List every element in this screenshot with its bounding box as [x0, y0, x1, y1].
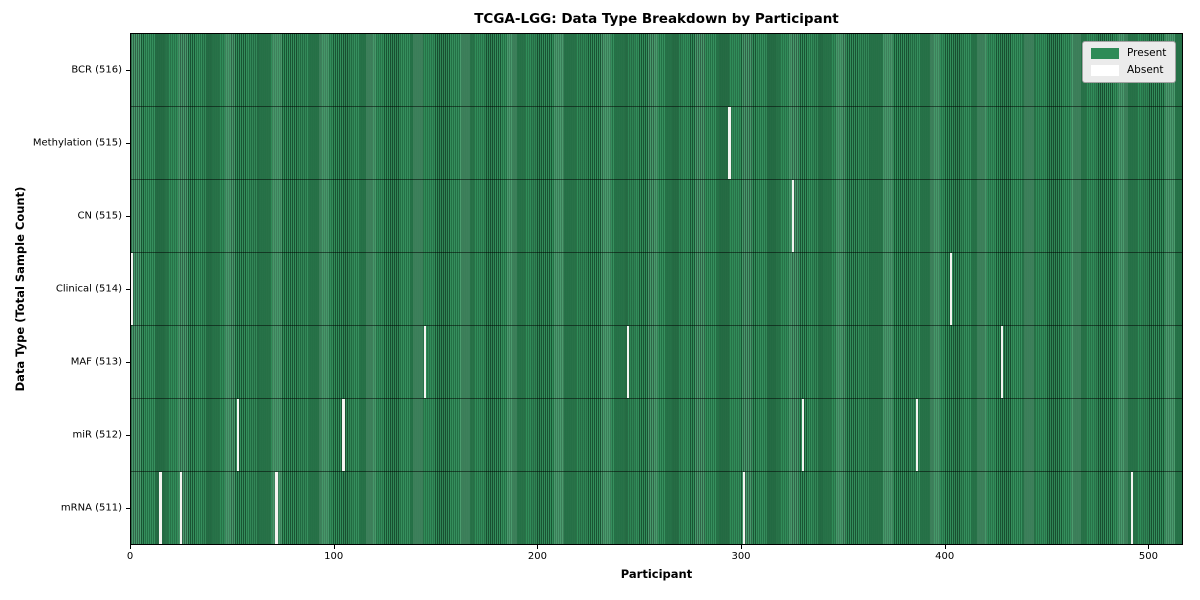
heatmap-row-Clinical [131, 252, 1182, 325]
absent-gap [742, 472, 746, 544]
absent-gap [159, 472, 162, 544]
absent-gap [1000, 326, 1004, 398]
x-tick-mark [741, 545, 742, 549]
y-tick-mark [126, 289, 130, 290]
absent-gap [791, 180, 794, 252]
heatmap-row-MAF [131, 325, 1182, 398]
heatmap-row-miR [131, 398, 1182, 471]
heatmap-row-Methylation [131, 106, 1182, 179]
absent-gap [728, 107, 731, 179]
absent-gap [131, 253, 134, 325]
y-tick-label: Clinical (514) [55, 283, 122, 295]
y-tick-label: CN (515) [77, 210, 122, 222]
y-tick-label: mRNA (511) [60, 502, 122, 514]
absent-gap [275, 472, 278, 544]
y-tick-mark [126, 435, 130, 437]
legend-label-present: Present [1127, 47, 1167, 60]
legend-item-present: Present [1091, 48, 1166, 59]
absent-gap [179, 472, 182, 544]
y-tick-mark [126, 362, 130, 364]
x-tick-label: 500 [1138, 551, 1158, 562]
x-tick-label: 200 [527, 551, 547, 562]
x-tick-mark [1148, 545, 1150, 549]
y-tick-label: miR (512) [72, 429, 122, 441]
y-tick-mark [126, 142, 130, 144]
present-swatch [1091, 48, 1119, 59]
absent-gap [950, 253, 953, 325]
chart-title: TCGA-LGG: Data Type Breakdown by Partici… [474, 11, 839, 27]
y-tick-mark [126, 508, 130, 510]
absent-gap [342, 399, 345, 471]
heatmap-row-CN [131, 179, 1182, 252]
legend: Present Absent [1082, 41, 1177, 83]
y-tick-mark [126, 215, 130, 217]
absent-gap [423, 326, 426, 398]
y-tick-label: MAF (513) [70, 356, 122, 368]
absent-gap [626, 326, 630, 398]
x-tick-label: 400 [935, 551, 955, 562]
absent-gap [1130, 472, 1134, 544]
x-tick-label: 100 [324, 551, 344, 562]
y-tick-mark [126, 69, 130, 71]
x-axis-title: Participant [620, 567, 693, 581]
x-tick-mark [130, 545, 131, 549]
absent-gap [236, 399, 239, 471]
heatmap-row-mRNA [131, 471, 1182, 544]
legend-item-absent: Absent [1091, 65, 1166, 76]
x-tick-label: 300 [731, 551, 751, 562]
y-axis-title: Data Type (Total Sample Count) [13, 186, 27, 392]
y-tick-label: BCR (516) [71, 64, 122, 76]
y-tick-label: Methylation (515) [32, 137, 122, 149]
plot-area [130, 33, 1183, 545]
heatmap-row-BCR [131, 34, 1182, 106]
x-tick-label: 0 [126, 551, 134, 562]
absent-gap [801, 399, 805, 471]
x-tick-mark [333, 545, 335, 549]
x-tick-mark [944, 545, 946, 549]
absent-gap [915, 399, 918, 471]
legend-label-absent: Absent [1127, 64, 1164, 77]
absent-swatch [1091, 65, 1119, 76]
x-tick-mark [537, 545, 539, 549]
